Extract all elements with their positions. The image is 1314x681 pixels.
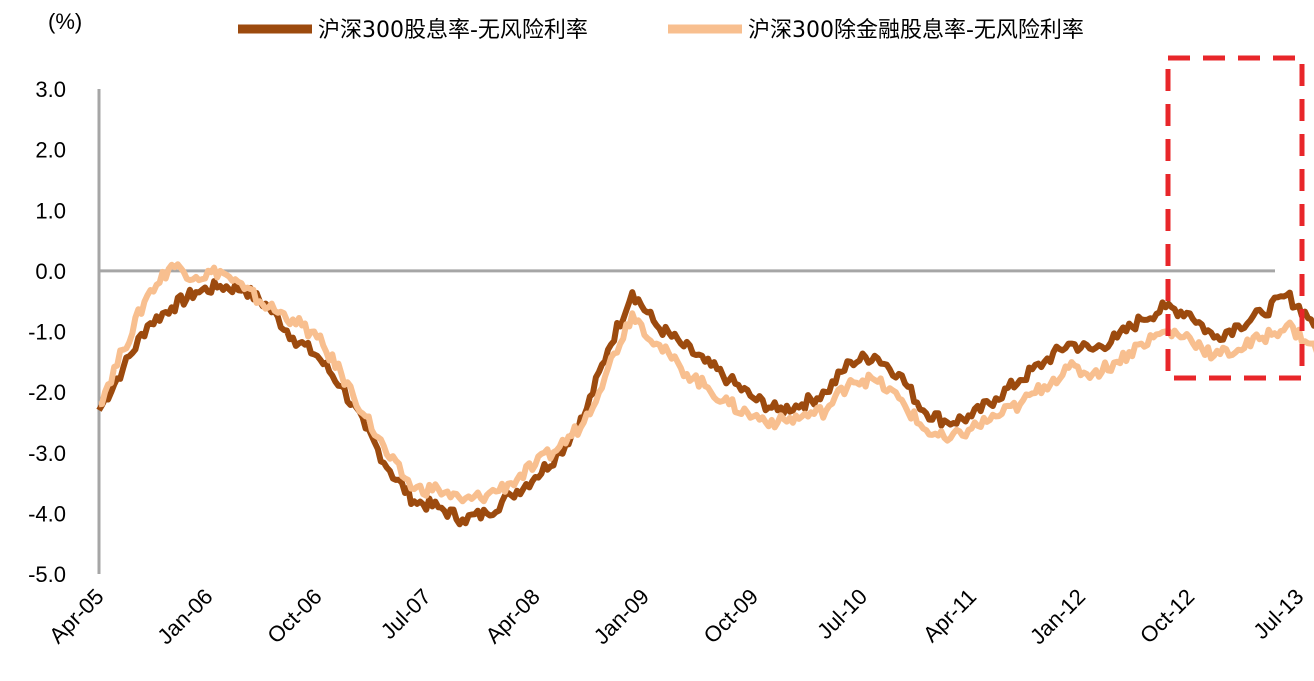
y-tick-label: 1.0 — [35, 198, 66, 223]
y-tick-label: -3.0 — [28, 441, 66, 466]
x-tick-label: Jul-10 — [812, 584, 872, 644]
x-tick-label: Apr-05 — [44, 584, 108, 648]
series-line-2 — [98, 261, 1314, 505]
y-tick-label: 3.0 — [35, 77, 66, 102]
legend-label-series-2: 沪深300除金融股息率-无风险利率 — [748, 18, 1084, 43]
series-layer — [96, 261, 1314, 528]
legend-label-series-1: 沪深300股息率-无风险利率 — [318, 18, 588, 43]
legend: 沪深300股息率-无风险利率 沪深300除金融股息率-无风险利率 — [238, 18, 1084, 43]
x-tick-label: Jan-12 — [1025, 584, 1090, 649]
y-tick-label: 2.0 — [35, 138, 66, 163]
x-tick-label: Oct-06 — [262, 584, 326, 648]
y-tick-label: -1.0 — [28, 320, 66, 345]
x-tick-label: Apr-08 — [480, 584, 544, 648]
x-tick-label: Jan-09 — [589, 584, 654, 649]
x-tick-label: Jan-06 — [152, 584, 217, 649]
x-tick-label: Jul-13 — [1248, 584, 1308, 644]
x-tick-label: Oct-09 — [699, 584, 763, 648]
y-tick-label: -2.0 — [28, 380, 66, 405]
x-tick-label: Jul-07 — [376, 584, 436, 644]
y-axis-ticks: 3.0 2.0 1.0 0.0 -1.0 -2.0 -3.0 -4.0 -5.0 — [28, 77, 66, 587]
y-tick-label: -5.0 — [28, 562, 66, 587]
x-tick-label: Apr-11 — [918, 584, 981, 647]
highlight-box — [1165, 55, 1305, 381]
x-axis-ticks: Apr-05 Jan-06 Oct-06 Jul-07 Apr-08 Jan-09 Oct-… — [44, 584, 1308, 649]
y-tick-label: -4.0 — [28, 501, 66, 526]
series-line-1 — [96, 278, 1314, 528]
unit-label: (%) — [48, 9, 82, 34]
y-tick-label: 0.0 — [35, 259, 66, 284]
x-tick-label: Oct-12 — [1135, 584, 1199, 648]
